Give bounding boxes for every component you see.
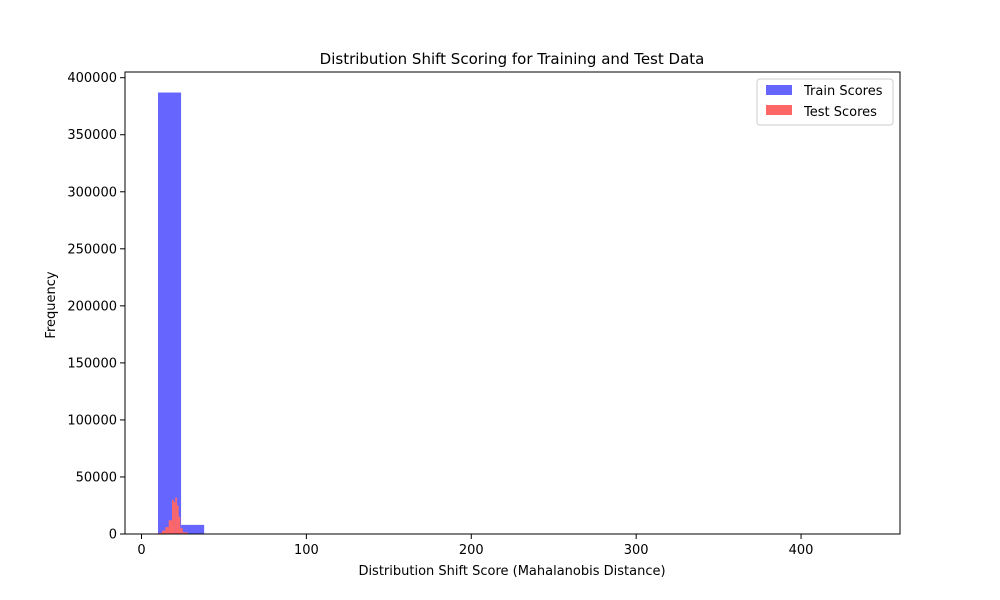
y-tick-label: 300000 <box>67 185 117 200</box>
x-tick-label: 0 <box>137 543 145 558</box>
plot-frame <box>124 71 901 535</box>
legend-swatch-test <box>766 105 792 115</box>
y-tick-label: 50000 <box>76 470 117 485</box>
y-tick-label: 250000 <box>67 242 117 257</box>
legend-label-test: Test Scores <box>803 105 877 120</box>
y-tick-label: 100000 <box>67 413 117 428</box>
legend-swatch-train <box>766 85 792 95</box>
test-bar-5 <box>173 502 176 534</box>
x-axis-label: Distribution Shift Score (Mahalanobis Di… <box>358 564 665 579</box>
test-bar-10 <box>182 532 188 534</box>
train-bar-1 <box>181 524 205 534</box>
x-tick-label: 300 <box>624 543 649 558</box>
test-bar-0 <box>158 532 163 534</box>
x-tick-label: 400 <box>789 543 814 558</box>
x-tick-label: 100 <box>294 543 319 558</box>
legend-label-train: Train Scores <box>803 84 883 99</box>
train-bar-0 <box>157 92 182 534</box>
chart-title: Distribution Shift Scoring for Training … <box>320 50 705 68</box>
y-tick-label: 200000 <box>67 299 117 314</box>
x-tick-label: 200 <box>459 543 484 558</box>
y-tick-label: 350000 <box>67 128 117 143</box>
test-bar-1 <box>162 530 166 534</box>
axes: 0 100 200 300 400 0 50000 100000 150000 200000 250… <box>67 71 901 558</box>
test-bar-4 <box>171 499 174 534</box>
test-bar-7 <box>176 505 179 534</box>
test-bar-6 <box>175 497 177 534</box>
test-bar-8 <box>178 516 181 534</box>
y-tick-label: 400000 <box>67 71 117 86</box>
y-axis-label: Frequency <box>44 271 59 338</box>
y-tick-label: 0 <box>109 528 117 543</box>
test-bar-3 <box>168 520 172 534</box>
legend: Train Scores Test Scores <box>756 78 894 126</box>
test-bar-9 <box>180 528 183 534</box>
y-tick-label: 150000 <box>67 356 117 371</box>
test-bar-2 <box>165 527 169 534</box>
plot-area <box>157 92 228 534</box>
